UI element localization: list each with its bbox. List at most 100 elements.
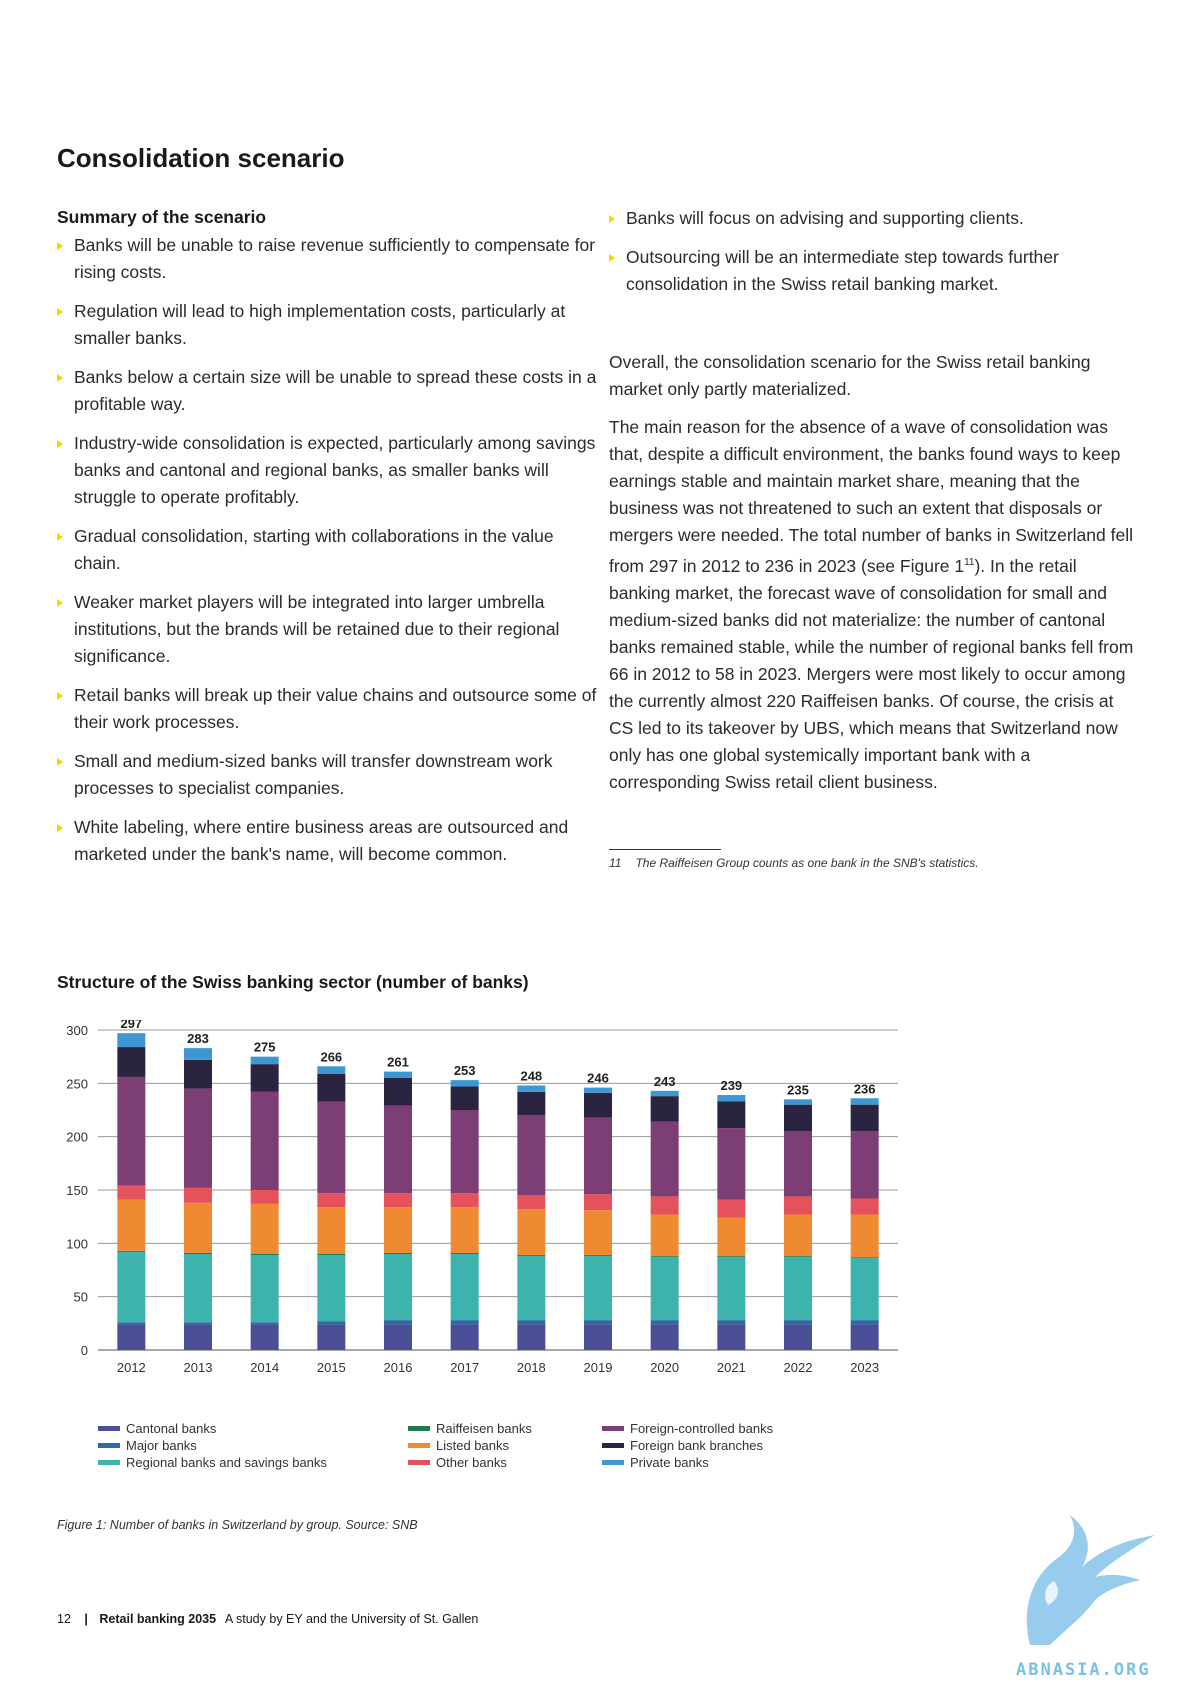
paragraph-text: ). In the retail banking market, the for… xyxy=(609,555,1134,792)
bar-segment xyxy=(584,1210,612,1256)
summary-heading: Summary of the scenario xyxy=(57,207,267,227)
y-tick-label: 50 xyxy=(74,1290,88,1305)
bar-segment xyxy=(250,1203,279,1254)
bar-segment xyxy=(317,1066,346,1074)
legend-label: Raiffeisen banks xyxy=(436,1421,532,1436)
bar-total-label: 235 xyxy=(787,1082,809,1097)
bar-segment xyxy=(784,1196,812,1215)
bar-segment xyxy=(517,1324,546,1350)
x-tick-label: 2015 xyxy=(317,1360,346,1375)
bar-segment xyxy=(784,1214,812,1257)
bar-total-label: 248 xyxy=(520,1068,542,1083)
bar-segment xyxy=(717,1320,746,1325)
bullet-item: Outsourcing will be an intermediate step… xyxy=(609,244,1139,298)
y-tick-label: 100 xyxy=(66,1236,88,1251)
bar-segment xyxy=(850,1258,879,1321)
bar-total-label: 297 xyxy=(120,1020,142,1031)
bar-segment xyxy=(117,1033,146,1048)
legend-item: Foreign-controlled banks xyxy=(602,1420,773,1437)
bullet-item: Small and medium-sized banks will transf… xyxy=(57,748,597,802)
bar-segment xyxy=(184,1088,212,1188)
bullet-item: Retail banks will break up their value c… xyxy=(57,682,597,736)
bar-segment xyxy=(650,1257,679,1321)
bar-segment xyxy=(184,1187,212,1203)
x-tick-label: 2019 xyxy=(584,1360,613,1375)
bar-segment xyxy=(850,1257,879,1259)
bullet-item: Banks will be unable to raise revenue su… xyxy=(57,232,597,286)
legend-swatch xyxy=(98,1443,120,1448)
bar-segment xyxy=(384,1324,412,1350)
bar-segment xyxy=(250,1254,279,1256)
bar-segment xyxy=(184,1202,212,1253)
bar-segment xyxy=(784,1320,812,1325)
bar-segment xyxy=(250,1064,279,1092)
bar-segment xyxy=(717,1217,746,1257)
bullet-item: Banks will focus on advising and support… xyxy=(609,205,1139,232)
watermark-text: ABNASIA.ORG xyxy=(1016,1660,1151,1680)
bar-segment xyxy=(650,1196,679,1215)
legend-swatch xyxy=(602,1426,624,1431)
bar-segment xyxy=(517,1256,546,1321)
bar-segment xyxy=(450,1086,479,1110)
bullet-item: Weaker market players will be integrated… xyxy=(57,589,597,670)
bullet-item: Industry-wide consolidation is expected,… xyxy=(57,430,597,511)
x-tick-label: 2013 xyxy=(184,1360,213,1375)
legend-item: Regional banks and savings banks xyxy=(98,1454,327,1471)
bar-segment xyxy=(384,1207,412,1253)
body-paragraph: Overall, the consolidation scenario for … xyxy=(609,352,1091,399)
page-title: Consolidation scenario xyxy=(57,143,345,173)
x-tick-label: 2018 xyxy=(517,1360,546,1375)
bar-total-label: 266 xyxy=(320,1049,342,1064)
legend-column: Foreign-controlled banks Foreign bank bra… xyxy=(602,1420,773,1471)
legend-swatch xyxy=(408,1426,430,1431)
publication-title: Retail banking 2035 xyxy=(99,1612,217,1626)
bar-segment xyxy=(117,1324,146,1350)
bar-total-label: 275 xyxy=(254,1040,276,1055)
bar-segment xyxy=(184,1254,212,1323)
body-paragraph: The main reason for the absence of a wav… xyxy=(609,414,1139,796)
bar-segment xyxy=(784,1324,812,1350)
legend-column: Cantonal banks Major banks Regional banks … xyxy=(98,1420,327,1471)
bar-segment xyxy=(117,1185,146,1200)
bar-segment xyxy=(584,1255,612,1257)
bar-segment xyxy=(450,1207,479,1253)
bar-segment xyxy=(317,1073,346,1102)
bar-segment xyxy=(184,1048,212,1060)
figure-caption: Figure 1: Number of banks in Switzerland… xyxy=(57,1518,418,1532)
footnote-reference: 11 xyxy=(964,557,975,568)
legend-swatch xyxy=(602,1460,624,1465)
chart-title: Structure of the Swiss banking sector (n… xyxy=(57,972,529,992)
bar-total-label: 283 xyxy=(187,1031,209,1046)
legend-item: Major banks xyxy=(98,1437,327,1454)
stacked-bar-chart: 0 50 100 150 200 250 300 297 2012 283 2013 275 2014 2… xyxy=(66,1020,898,1375)
bar-segment xyxy=(650,1256,679,1258)
bar-segment xyxy=(650,1214,679,1257)
legend-column: Raiffeisen banks Listed banks Other banks xyxy=(408,1420,532,1471)
footnote-number: 11 xyxy=(609,856,622,870)
bar-segment xyxy=(450,1193,479,1208)
bar-segment xyxy=(717,1199,746,1218)
x-tick-label: 2020 xyxy=(650,1360,679,1375)
bar-segment xyxy=(384,1193,412,1208)
bar-segment xyxy=(650,1096,679,1122)
bar-segment xyxy=(717,1257,746,1321)
publication-subtitle: A study by EY and the University of St. … xyxy=(224,1612,479,1626)
bar-total-label: 239 xyxy=(720,1078,742,1093)
bar-segment xyxy=(384,1078,412,1106)
watermark-logo-icon xyxy=(1026,1515,1155,1645)
y-tick-label: 200 xyxy=(66,1130,88,1145)
bar-segment xyxy=(117,1199,146,1251)
legend-item: Listed banks xyxy=(408,1437,532,1454)
bar-segment xyxy=(117,1251,146,1323)
bar-segment xyxy=(850,1324,879,1350)
bar-segment xyxy=(184,1322,212,1325)
bar-segment xyxy=(784,1131,812,1197)
bar-segment xyxy=(384,1254,412,1321)
bar-segment xyxy=(384,1071,412,1078)
bullet-item: Gradual consolidation, starting with col… xyxy=(57,523,597,577)
bar-segment xyxy=(450,1252,479,1254)
bar-segment xyxy=(517,1255,546,1257)
legend-label: Cantonal banks xyxy=(126,1421,217,1436)
bar-segment xyxy=(517,1115,546,1196)
legend-label: Regional banks and savings banks xyxy=(126,1455,327,1470)
